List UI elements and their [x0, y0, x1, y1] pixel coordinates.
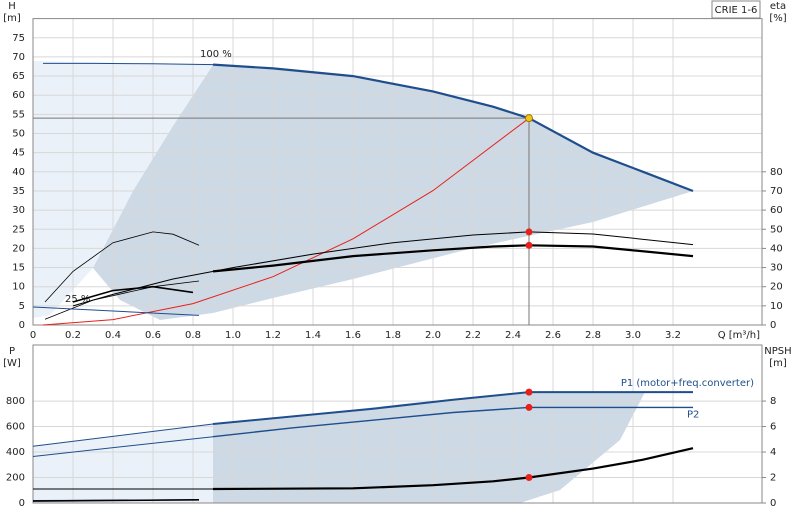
y-axis-unit: [W]: [3, 358, 21, 369]
x-tick-label: 3.0: [625, 330, 641, 341]
y-tick-label: 55: [12, 109, 25, 120]
curve: [44, 231, 200, 303]
y2-tick-label: 80: [770, 167, 783, 178]
curve: [43, 62, 214, 66]
curve: [212, 406, 693, 438]
y2-tick-label: 2: [770, 473, 776, 484]
curve: [42, 117, 530, 326]
y-tick-label: 25: [12, 224, 25, 235]
duty-point: [525, 388, 533, 396]
x-tick-label: 2.2: [465, 330, 481, 341]
x-tick-label: 3.2: [665, 330, 681, 341]
curve: [212, 63, 694, 193]
duty-point: [525, 474, 533, 482]
x-tick-label: 2.6: [545, 330, 561, 341]
y2-tick-label: 30: [770, 263, 783, 274]
x-tick-label: 1.2: [265, 330, 281, 341]
series-label: P2: [687, 409, 699, 420]
y-tick-label: 65: [12, 71, 25, 82]
y2-tick-label: 70: [770, 186, 783, 197]
y2-tick-label: 50: [770, 224, 783, 235]
series-label: P1 (motor+freq.converter): [621, 378, 754, 389]
duty-point: [525, 403, 533, 411]
curve: [32, 499, 200, 502]
x-tick-label: 2.8: [585, 330, 601, 341]
duty-point: [525, 114, 533, 123]
y-tick-label: 30: [12, 205, 25, 216]
y2-tick-label: 20: [770, 282, 783, 293]
y-tick-label: 200: [6, 473, 25, 484]
y2-tick-label: 40: [770, 243, 783, 254]
y-tick-label: 20: [12, 243, 25, 254]
x-tick-label: 1.6: [345, 330, 361, 341]
y-tick-label: 600: [6, 422, 25, 433]
duty-point: [525, 241, 533, 249]
y2-tick-label: 0: [770, 320, 776, 331]
curve: [212, 244, 694, 273]
x-tick-label: 1.0: [225, 330, 241, 341]
operating-range-area: [213, 392, 645, 503]
plot-frame: [32, 18, 763, 326]
y2-tick-label: 8: [770, 396, 776, 407]
x-tick-label: 0.4: [105, 330, 121, 341]
duty-point: [525, 228, 533, 236]
x-tick-label: 1.4: [305, 330, 321, 341]
curve: [212, 391, 693, 425]
y-tick-label: 35: [12, 186, 25, 197]
y2-tick-label: 6: [770, 422, 776, 433]
y-axis-unit: [m]: [3, 13, 21, 24]
y-tick-label: 0: [19, 498, 25, 509]
y2-tick-label: 60: [770, 205, 783, 216]
y-tick-label: 400: [6, 447, 25, 458]
y2-tick-label: 4: [770, 447, 776, 458]
curve: [212, 447, 694, 491]
y-tick-label: 0: [19, 320, 25, 331]
y-axis-label: H: [8, 1, 16, 12]
y-tick-label: 45: [12, 148, 25, 159]
x-tick-label: 2.0: [425, 330, 441, 341]
curve: [32, 423, 214, 447]
y-tick-label: 10: [12, 282, 25, 293]
x-tick-label: 0: [30, 330, 36, 341]
y2-tick-label: 0: [770, 498, 776, 509]
plot-frame: [32, 344, 763, 504]
y-tick-label: 70: [12, 52, 25, 63]
curve: [44, 280, 200, 320]
curve: [72, 285, 194, 303]
y2-tick-label: 10: [770, 301, 783, 312]
annotation: 25 %: [65, 294, 90, 305]
x-tick-label: 0.2: [65, 330, 81, 341]
y2-axis-unit: [%]: [769, 13, 786, 24]
x-tick-label: 2.4: [505, 330, 521, 341]
y-tick-label: 75: [12, 33, 25, 44]
light-range-area: [33, 61, 213, 318]
curve: [72, 231, 694, 307]
curve: [32, 306, 200, 316]
annotation: 100 %: [200, 49, 232, 60]
y-axis-label: P: [9, 346, 15, 357]
x-axis-label: Q [m³/h]: [718, 330, 760, 341]
title-box: [711, 0, 761, 19]
x-tick-label: 0.6: [145, 330, 161, 341]
y2-axis-label: eta: [770, 1, 786, 12]
curve: [32, 436, 214, 457]
y-tick-label: 800: [6, 396, 25, 407]
y-tick-label: 5: [19, 301, 25, 312]
y-tick-label: 60: [12, 90, 25, 101]
y2-axis-unit: [m]: [769, 358, 787, 369]
y-tick-label: 15: [12, 263, 25, 274]
y-tick-label: 50: [12, 129, 25, 140]
x-tick-label: 1.8: [385, 330, 401, 341]
light-range-area: [33, 424, 213, 503]
x-tick-label: 0.8: [185, 330, 201, 341]
y2-axis-label: NPSH: [764, 346, 791, 357]
y-tick-label: 40: [12, 167, 25, 178]
chart-title: CRIE 1-6: [715, 5, 758, 16]
